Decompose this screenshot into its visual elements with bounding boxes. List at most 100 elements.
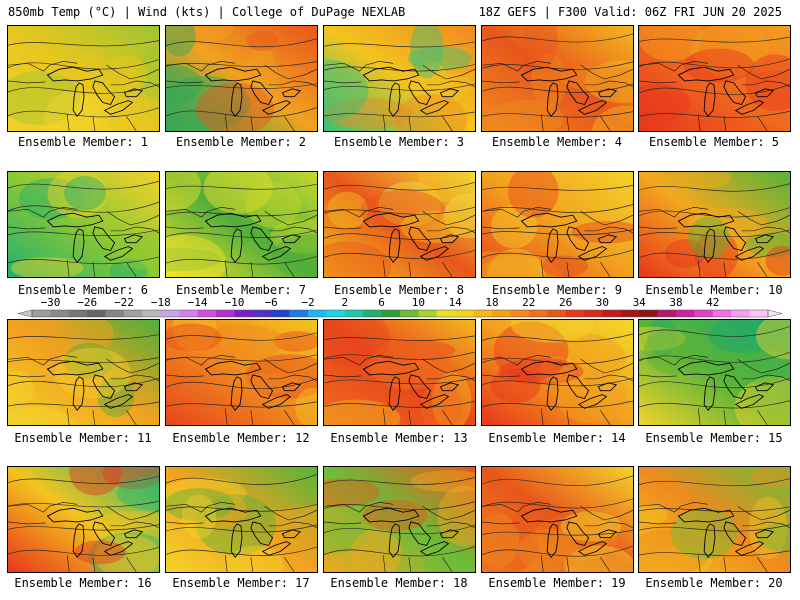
ensemble-member-label: Ensemble Member: 14 xyxy=(488,431,626,445)
colorbar-tick-label: 6 xyxy=(378,296,385,309)
colorbar-tick-label: −30 xyxy=(40,296,61,309)
colorbar-tick-label: −2 xyxy=(301,296,315,309)
colorbar-tick-label: −18 xyxy=(150,296,171,309)
ensemble-map-panel xyxy=(165,171,318,278)
ensemble-map-panel xyxy=(165,466,318,573)
ensemble-map-panel xyxy=(481,466,634,573)
colorbar-swatch xyxy=(676,310,695,317)
colorbar-swatch xyxy=(179,310,198,317)
colorbar-swatch xyxy=(32,310,51,317)
ensemble-map-panel xyxy=(638,25,791,132)
ensemble-member-label: Ensemble Member: 9 xyxy=(491,283,623,297)
ensemble-map-panel xyxy=(7,171,160,278)
colorbar-swatch xyxy=(547,310,566,317)
colorbar-tick-label: 2 xyxy=(341,296,349,309)
ensemble-map-panel xyxy=(323,25,476,132)
colorbar-swatch xyxy=(234,310,254,317)
ensemble-map-panel xyxy=(7,25,160,132)
colorbar-swatch xyxy=(528,310,548,317)
colorbar-swatch xyxy=(87,310,106,317)
colorbar-swatch xyxy=(584,310,603,317)
colorbar-swatch xyxy=(712,310,732,317)
ensemble-map-panel xyxy=(323,319,476,426)
ensemble-map-panel xyxy=(323,466,476,573)
temperature-colorbar xyxy=(17,309,783,318)
colorbar-tick-label: −26 xyxy=(77,296,98,309)
colorbar-tick-label: 34 xyxy=(632,296,646,309)
colorbar-tick-label: 42 xyxy=(706,296,720,309)
ensemble-member-label: Ensemble Member: 2 xyxy=(175,135,307,149)
colorbar-max-arrow xyxy=(767,309,783,318)
ensemble-member-label: Ensemble Member: 8 xyxy=(333,283,465,297)
colorbar-swatch xyxy=(105,310,125,317)
colorbar-swatch xyxy=(252,310,272,317)
ensemble-member-label: Ensemble Member: 13 xyxy=(330,431,468,445)
ensemble-map-panel xyxy=(7,319,160,426)
ensemble-map-panel xyxy=(165,319,318,426)
colorbar-swatch xyxy=(216,310,235,317)
ensemble-member-label: Ensemble Member: 3 xyxy=(333,135,465,149)
colorbar-swatch xyxy=(68,310,88,317)
ensemble-member-label: Ensemble Member: 16 xyxy=(14,576,152,590)
colorbar-swatch xyxy=(620,310,640,317)
colorbar-swatch xyxy=(344,310,364,317)
colorbar-tick-label: 22 xyxy=(522,296,536,309)
ensemble-map-panel xyxy=(481,25,634,132)
ensemble-member-label: Ensemble Member: 11 xyxy=(14,431,152,445)
ensemble-map-panel xyxy=(7,466,160,573)
ensemble-map-panel xyxy=(638,466,791,573)
colorbar-swatch xyxy=(418,310,438,317)
ensemble-member-label: Ensemble Member: 17 xyxy=(172,576,310,590)
colorbar-swatch xyxy=(455,310,474,317)
colorbar-min-arrow xyxy=(17,309,33,318)
colorbar-swatch xyxy=(400,310,419,317)
colorbar-swatch xyxy=(657,310,677,317)
colorbar-swatch xyxy=(308,310,327,317)
colorbar-swatch xyxy=(510,310,530,317)
colorbar-tick-label: −10 xyxy=(224,296,245,309)
colorbar-swatch xyxy=(160,310,180,317)
chart-title-left: 850mb Temp (°C) | Wind (kts) | College o… xyxy=(8,5,406,19)
colorbar-swatch xyxy=(602,310,622,317)
ensemble-member-label: Ensemble Member: 7 xyxy=(175,283,307,297)
ensemble-map-panel xyxy=(638,171,791,278)
colorbar-tick-label: 14 xyxy=(448,296,462,309)
colorbar-swatch xyxy=(197,310,217,317)
colorbar-swatch xyxy=(473,310,493,317)
colorbar-tick-label: 10 xyxy=(411,296,426,309)
ensemble-member-label: Ensemble Member: 15 xyxy=(645,431,783,445)
colorbar-swatch xyxy=(381,310,401,317)
colorbar-tick-label: 26 xyxy=(558,296,573,309)
ensemble-map-panel xyxy=(323,171,476,278)
colorbar-swatch xyxy=(436,310,456,317)
colorbar-swatch xyxy=(639,310,658,317)
ensemble-member-label: Ensemble Member: 18 xyxy=(330,576,468,590)
colorbar-swatch xyxy=(50,310,70,317)
ensemble-member-label: Ensemble Member: 20 xyxy=(645,576,783,590)
ensemble-member-label: Ensemble Member: 1 xyxy=(17,135,149,149)
colorbar-tick-label: −14 xyxy=(187,296,208,309)
colorbar-tick-label: 18 xyxy=(485,296,499,309)
colorbar-tick-label: −22 xyxy=(114,296,134,309)
colorbar-swatch xyxy=(326,310,346,317)
colorbar-swatch xyxy=(363,310,382,317)
colorbar-tick-label: −6 xyxy=(264,296,278,309)
ensemble-member-label: Ensemble Member: 12 xyxy=(172,431,310,445)
colorbar-swatch xyxy=(124,310,143,317)
colorbar-swatch xyxy=(565,310,585,317)
chart-title-right: 18Z GEFS | F300 Valid: 06Z FRI JUN 20 20… xyxy=(478,5,782,19)
ensemble-member-label: Ensemble Member: 6 xyxy=(17,283,149,297)
ensemble-map-panel xyxy=(165,25,318,132)
colorbar-swatch xyxy=(492,310,511,317)
colorbar-tick-label: 38 xyxy=(669,296,683,309)
ensemble-map-panel xyxy=(638,319,791,426)
colorbar-swatch xyxy=(731,310,750,317)
colorbar-swatch xyxy=(694,310,714,317)
ensemble-member-label: Ensemble Member: 4 xyxy=(491,135,623,149)
colorbar-swatch xyxy=(749,310,769,317)
ensemble-map-panel xyxy=(481,171,634,278)
ensemble-member-label: Ensemble Member: 19 xyxy=(488,576,626,590)
ensemble-member-label: Ensemble Member: 5 xyxy=(648,135,780,149)
colorbar-swatch xyxy=(289,310,309,317)
colorbar-swatch xyxy=(142,310,162,317)
